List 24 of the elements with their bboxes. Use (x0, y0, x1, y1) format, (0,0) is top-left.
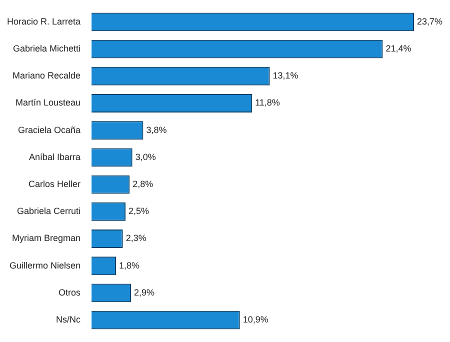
data-label: 3,8% (146, 124, 167, 135)
y-tick-label: Guillermo Nielsen (10, 260, 81, 270)
y-tick-label: Martín Lousteau (15, 98, 81, 108)
data-label: 3,0% (135, 152, 156, 162)
y-tick-label: Gabriela Cerruti (17, 206, 81, 216)
y-tick-label: Mariano Recalde (12, 70, 81, 81)
y-tick-label: Gabriela Michetti (13, 44, 81, 54)
data-label: 2,9% (134, 287, 155, 298)
y-tick-label: Horacio R. Larreta (7, 16, 81, 26)
data-label: 2,3% (126, 233, 146, 244)
data-label: 11,8% (255, 98, 280, 108)
y-tick-label: Ns/Nc (56, 314, 82, 325)
y-tick-label: Aníbal Ibarra (29, 152, 81, 162)
data-label: 21,4% (386, 44, 412, 54)
y-tick-label: Otros (58, 287, 82, 298)
data-label: 2,8% (132, 179, 154, 190)
data-label: 1,8% (119, 260, 140, 270)
data-label: 10,9% (242, 314, 268, 325)
y-tick-label: Myriam Bregman (12, 233, 81, 244)
y-tick-label: Graciela Ocaña (18, 124, 81, 135)
data-label: 23,7% (417, 16, 443, 26)
data-label: 13,1% (272, 70, 298, 81)
y-tick-label: Carlos Heller (28, 179, 81, 190)
data-label: 2,5% (128, 206, 150, 216)
